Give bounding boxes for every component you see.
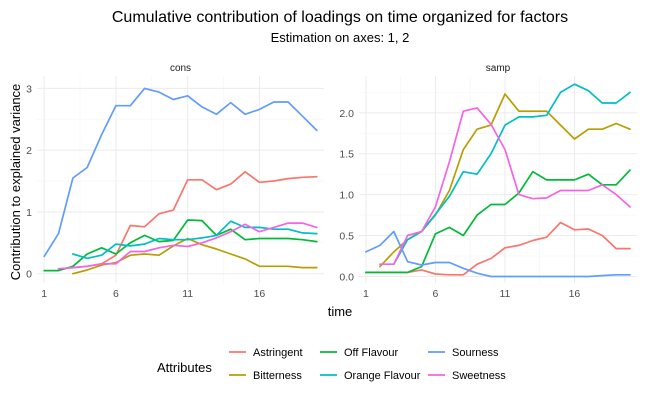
- series-line-astringent: [365, 221, 631, 276]
- series-line-sourness: [365, 230, 631, 278]
- x-tick-label: 11: [182, 288, 193, 300]
- y-tick-label: 1.5: [339, 149, 354, 161]
- series-line-sourness: [43, 87, 318, 258]
- series-line-off-flavour: [43, 219, 318, 272]
- chart-subtitle: Estimation on axes: 1, 2: [271, 30, 410, 45]
- x-tick-label: 1: [363, 288, 369, 300]
- x-tick-label: 11: [499, 288, 510, 300]
- legend-label-astringent: Astringent: [253, 347, 303, 359]
- x-tick-label: 16: [254, 288, 266, 300]
- y-tick-label: 2.0: [339, 108, 354, 120]
- series-line-sweetness: [379, 107, 631, 266]
- chart-title: Cumulative contribution of loadings on t…: [112, 9, 568, 26]
- x-tick-label: 6: [113, 288, 119, 300]
- y-tick-label: 1: [26, 207, 32, 219]
- legend-label-sweetness: Sweetness: [452, 370, 506, 382]
- y-tick-label: 3: [26, 83, 32, 95]
- x-tick-label: 1: [41, 288, 47, 300]
- legend-label-orange-flavour: Orange Flavour: [344, 370, 421, 382]
- x-axis-label: time: [328, 304, 353, 319]
- series-line-off-flavour: [365, 169, 631, 274]
- legend-label-bitterness: Bitterness: [253, 370, 302, 382]
- x-tick-label: 6: [433, 288, 439, 300]
- y-tick-label: 0: [26, 269, 32, 281]
- y-tick-label: 2: [26, 145, 32, 157]
- series-line-orange-flavour: [392, 83, 631, 266]
- series-line-orange-flavour: [72, 220, 318, 260]
- series-line-sweetness: [57, 222, 318, 270]
- y-tick-label: 0.0: [339, 271, 354, 283]
- legend: Attributes Astringent Bitterness Off Flavo…: [157, 347, 506, 382]
- legend-title: Attributes: [157, 360, 212, 375]
- panel-label: cons: [170, 63, 191, 74]
- panel-label: samp: [486, 63, 511, 74]
- legend-label-sourness: Sourness: [452, 347, 499, 359]
- y-axis-label: Contribution to explained variance: [8, 84, 23, 281]
- y-tick-label: 0.5: [339, 231, 354, 243]
- x-tick-label: 16: [569, 288, 581, 300]
- legend-label-off-flavour: Off Flavour: [344, 347, 399, 359]
- y-tick-label: 1.0: [339, 190, 354, 202]
